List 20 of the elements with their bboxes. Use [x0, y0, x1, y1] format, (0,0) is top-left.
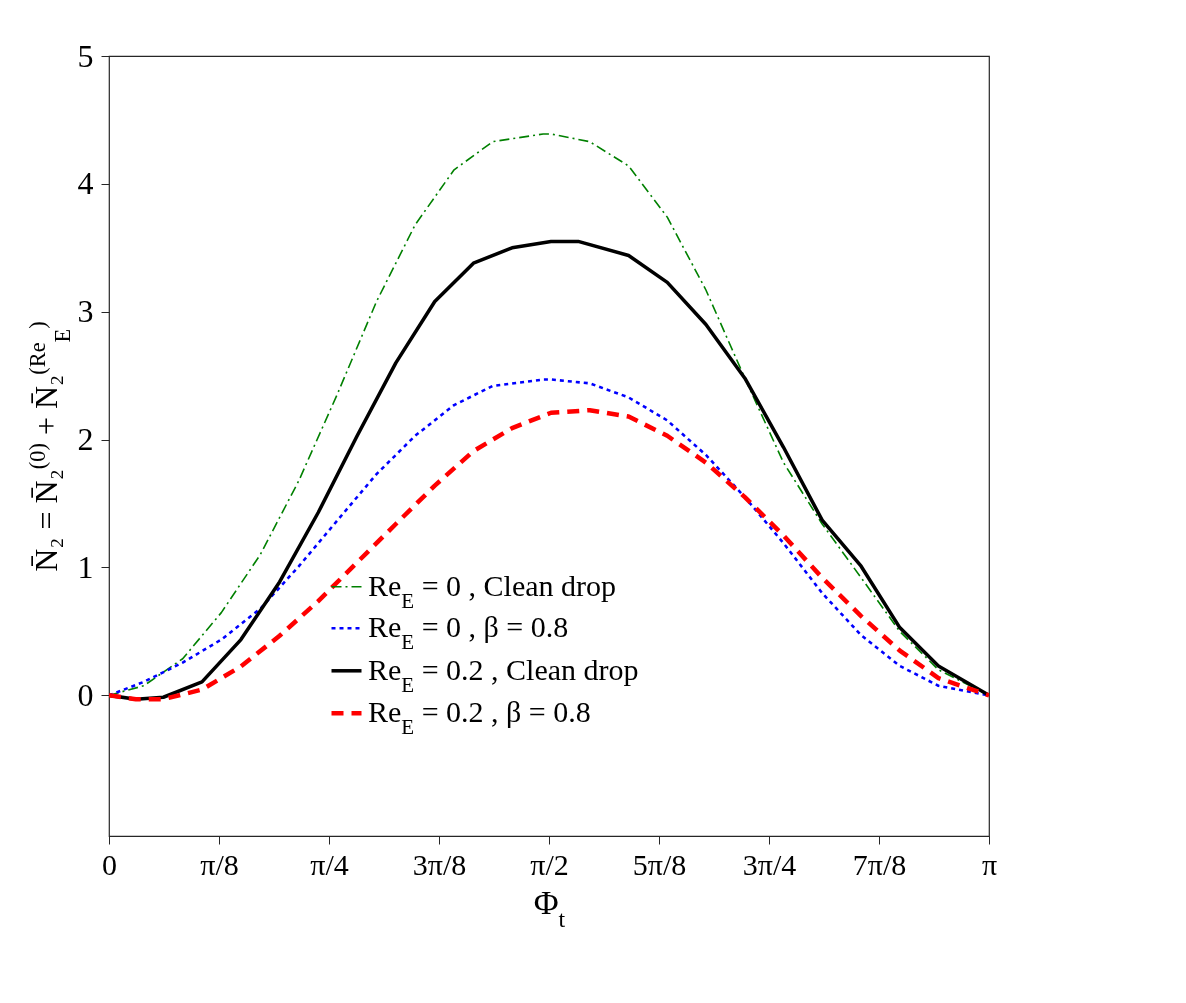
legend-label: Re$_{E}$ = 0 , β = 0.8	[368, 610, 569, 655]
x-tick-label: 7π/8	[852, 847, 907, 881]
x-tick-label: π/4	[310, 847, 349, 881]
y-tick-label: 5	[77, 37, 94, 74]
y-tick-label: 0	[77, 676, 94, 713]
y-tick-label: 2	[77, 421, 94, 458]
x-tick-label: π/2	[530, 847, 569, 881]
legend-label: Re$_{E}$ = 0 , Clean drop	[368, 568, 617, 613]
x-tick-label: π/8	[200, 847, 239, 881]
x-tick-label: 5π/8	[632, 847, 687, 881]
x-axis-title: Φ$_{t}$	[533, 883, 566, 932]
y-tick-label: 3	[77, 293, 94, 330]
legend-label: Re$_{E}$ = 0.2 , Clean drop	[368, 652, 639, 697]
y-tick-label: 1	[77, 548, 94, 585]
x-tick-label: 3π/8	[412, 847, 467, 881]
legend-label: Re$_{E}$ = 0.2 , β = 0.8	[368, 695, 591, 740]
y-tick-label: 4	[77, 165, 94, 202]
x-tick-label: π	[981, 847, 998, 881]
x-tick-label: 3π/4	[742, 847, 797, 881]
x-tick-label: 0	[102, 847, 117, 881]
